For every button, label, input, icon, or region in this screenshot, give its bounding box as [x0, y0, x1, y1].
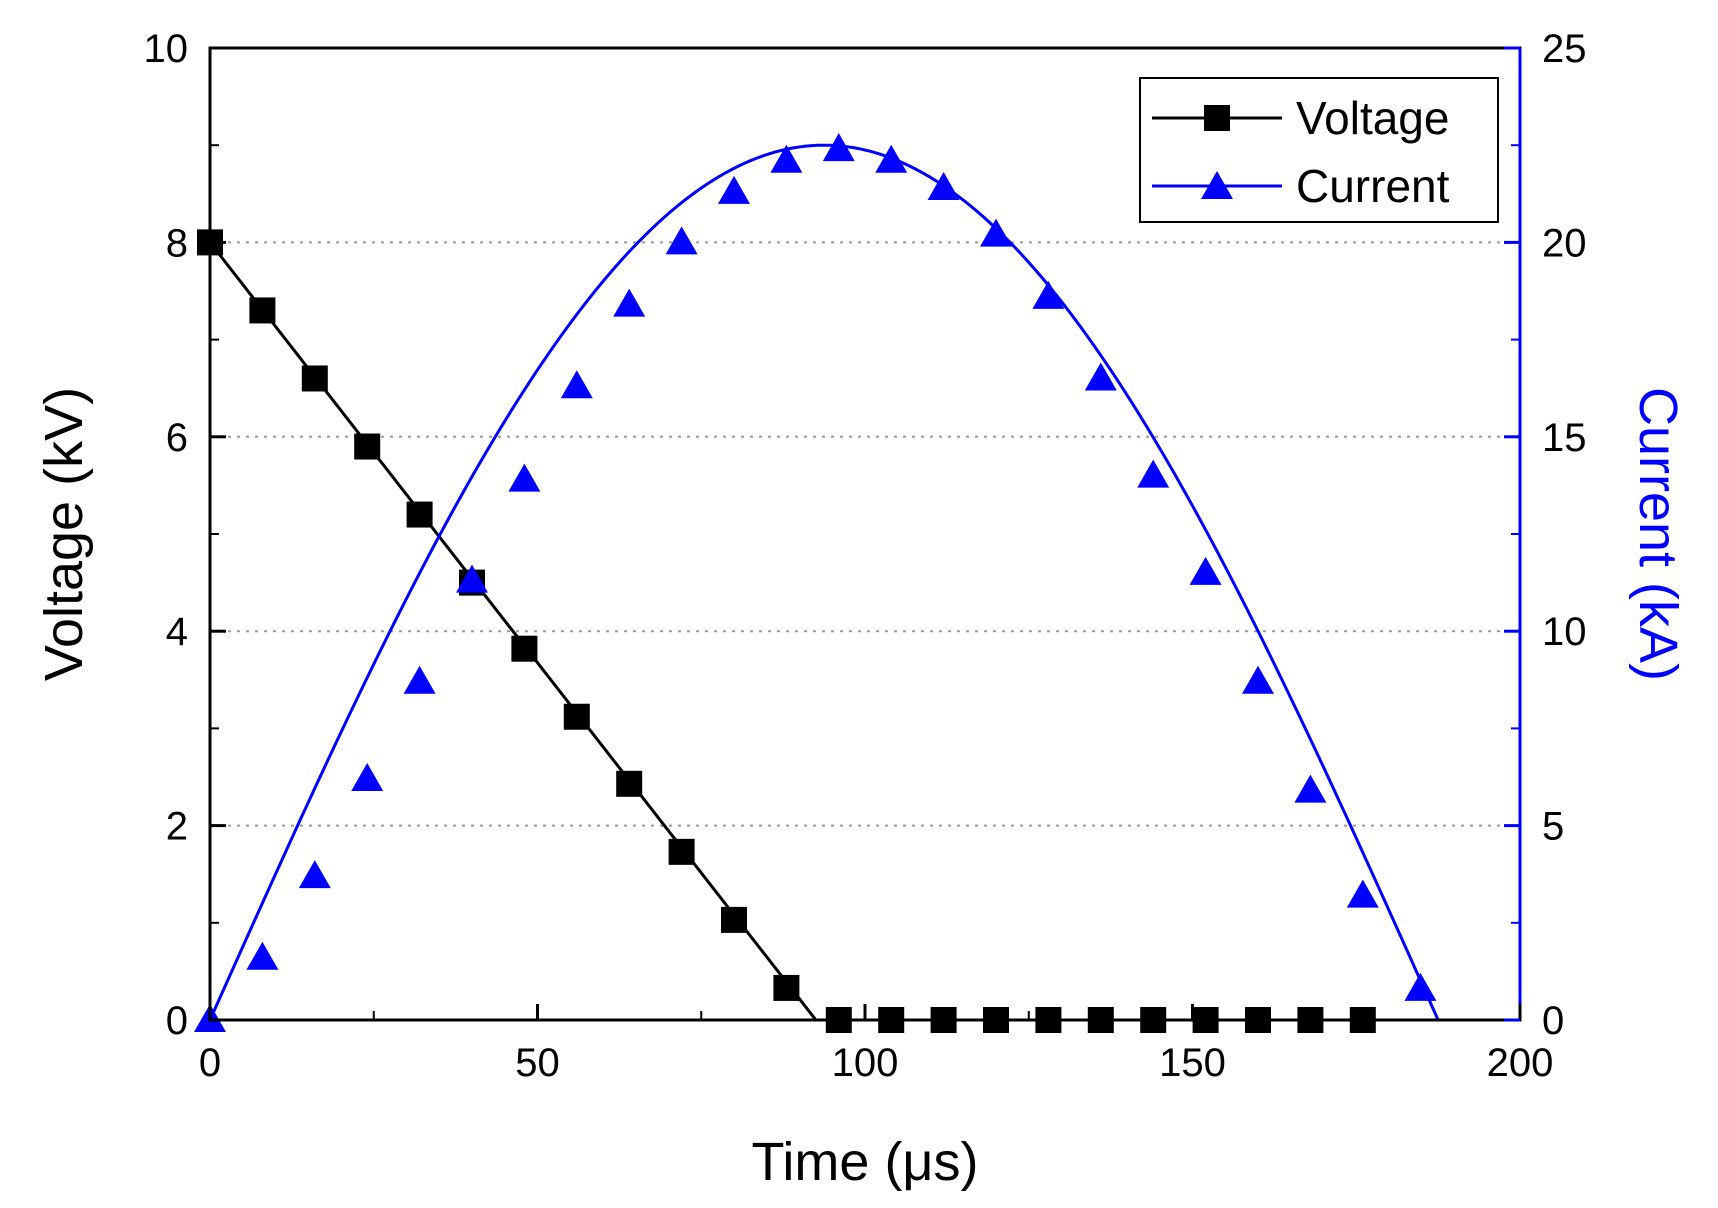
current-point [980, 218, 1012, 247]
y-right-tick-label: 10 [1542, 610, 1587, 654]
current-point [770, 144, 803, 173]
voltage-point [301, 365, 328, 392]
x-tick-label: 150 [1159, 1041, 1226, 1085]
y-right-tick-label: 25 [1542, 27, 1587, 71]
y-left-tick-label: 0 [166, 999, 188, 1043]
y-left-tick-label: 10 [144, 27, 189, 71]
y-left-tick-label: 6 [166, 416, 188, 460]
x-tick-label: 50 [515, 1041, 560, 1085]
x-tick-label: 200 [1487, 1041, 1554, 1085]
current-point [351, 762, 384, 791]
voltage-point [354, 433, 381, 460]
current-point [1032, 280, 1065, 309]
current-point [718, 175, 750, 204]
current-point [298, 860, 331, 889]
x-axis-title: Time (μs) [751, 1132, 978, 1192]
y-right-tick-label: 20 [1542, 221, 1587, 265]
legend-box [1139, 77, 1499, 223]
voltage-point [406, 501, 433, 528]
current-point [1189, 556, 1222, 585]
current-point [1084, 362, 1117, 391]
y-left-tick-label: 2 [166, 805, 188, 849]
current-point [1242, 665, 1274, 694]
current-point [822, 133, 855, 162]
voltage-point [511, 635, 538, 662]
current-point [613, 288, 646, 317]
y-left-axis-title: Voltage (kV) [34, 387, 94, 681]
y-left-tick-label: 8 [166, 221, 188, 265]
voltage-point [668, 838, 695, 865]
y-left-tick-label: 4 [166, 610, 188, 654]
y-right-tick-label: 5 [1542, 805, 1564, 849]
series-layer [194, 133, 1520, 1033]
voltage-point [721, 906, 747, 933]
current-point [560, 370, 593, 399]
legend-voltage-label: Voltage [1296, 92, 1449, 144]
y-right-axis-title: Current (kA) [1628, 387, 1688, 681]
voltage-point [616, 770, 643, 797]
current-point [927, 171, 960, 200]
current-line [208, 143, 1440, 1021]
voltage-point [249, 297, 276, 324]
voltage-point [773, 974, 800, 1001]
voltage-line [208, 241, 1520, 1022]
current-point [403, 665, 436, 694]
legend-voltage-marker [1204, 105, 1230, 131]
current-point [1404, 972, 1437, 1001]
current-point [1137, 459, 1170, 488]
legend-current-marker [1201, 171, 1233, 199]
current-point [665, 226, 698, 255]
current-point [456, 564, 488, 593]
x-tick-label: 100 [832, 1041, 899, 1085]
y-right-tick-label: 15 [1542, 416, 1587, 460]
current-point [246, 941, 279, 970]
current-point [508, 463, 541, 492]
voltage-point [563, 703, 590, 730]
grid-lines [210, 241, 1520, 827]
x-tick-label: 0 [199, 1041, 221, 1085]
current-point [1294, 774, 1327, 803]
y-right-tick-label: 0 [1542, 999, 1564, 1043]
legend: Voltage Current [1139, 77, 1499, 223]
axis-ticks [208, 46, 1522, 1022]
legend-current-label: Current [1296, 160, 1450, 212]
current-point [1346, 879, 1379, 908]
current-point [875, 144, 908, 173]
